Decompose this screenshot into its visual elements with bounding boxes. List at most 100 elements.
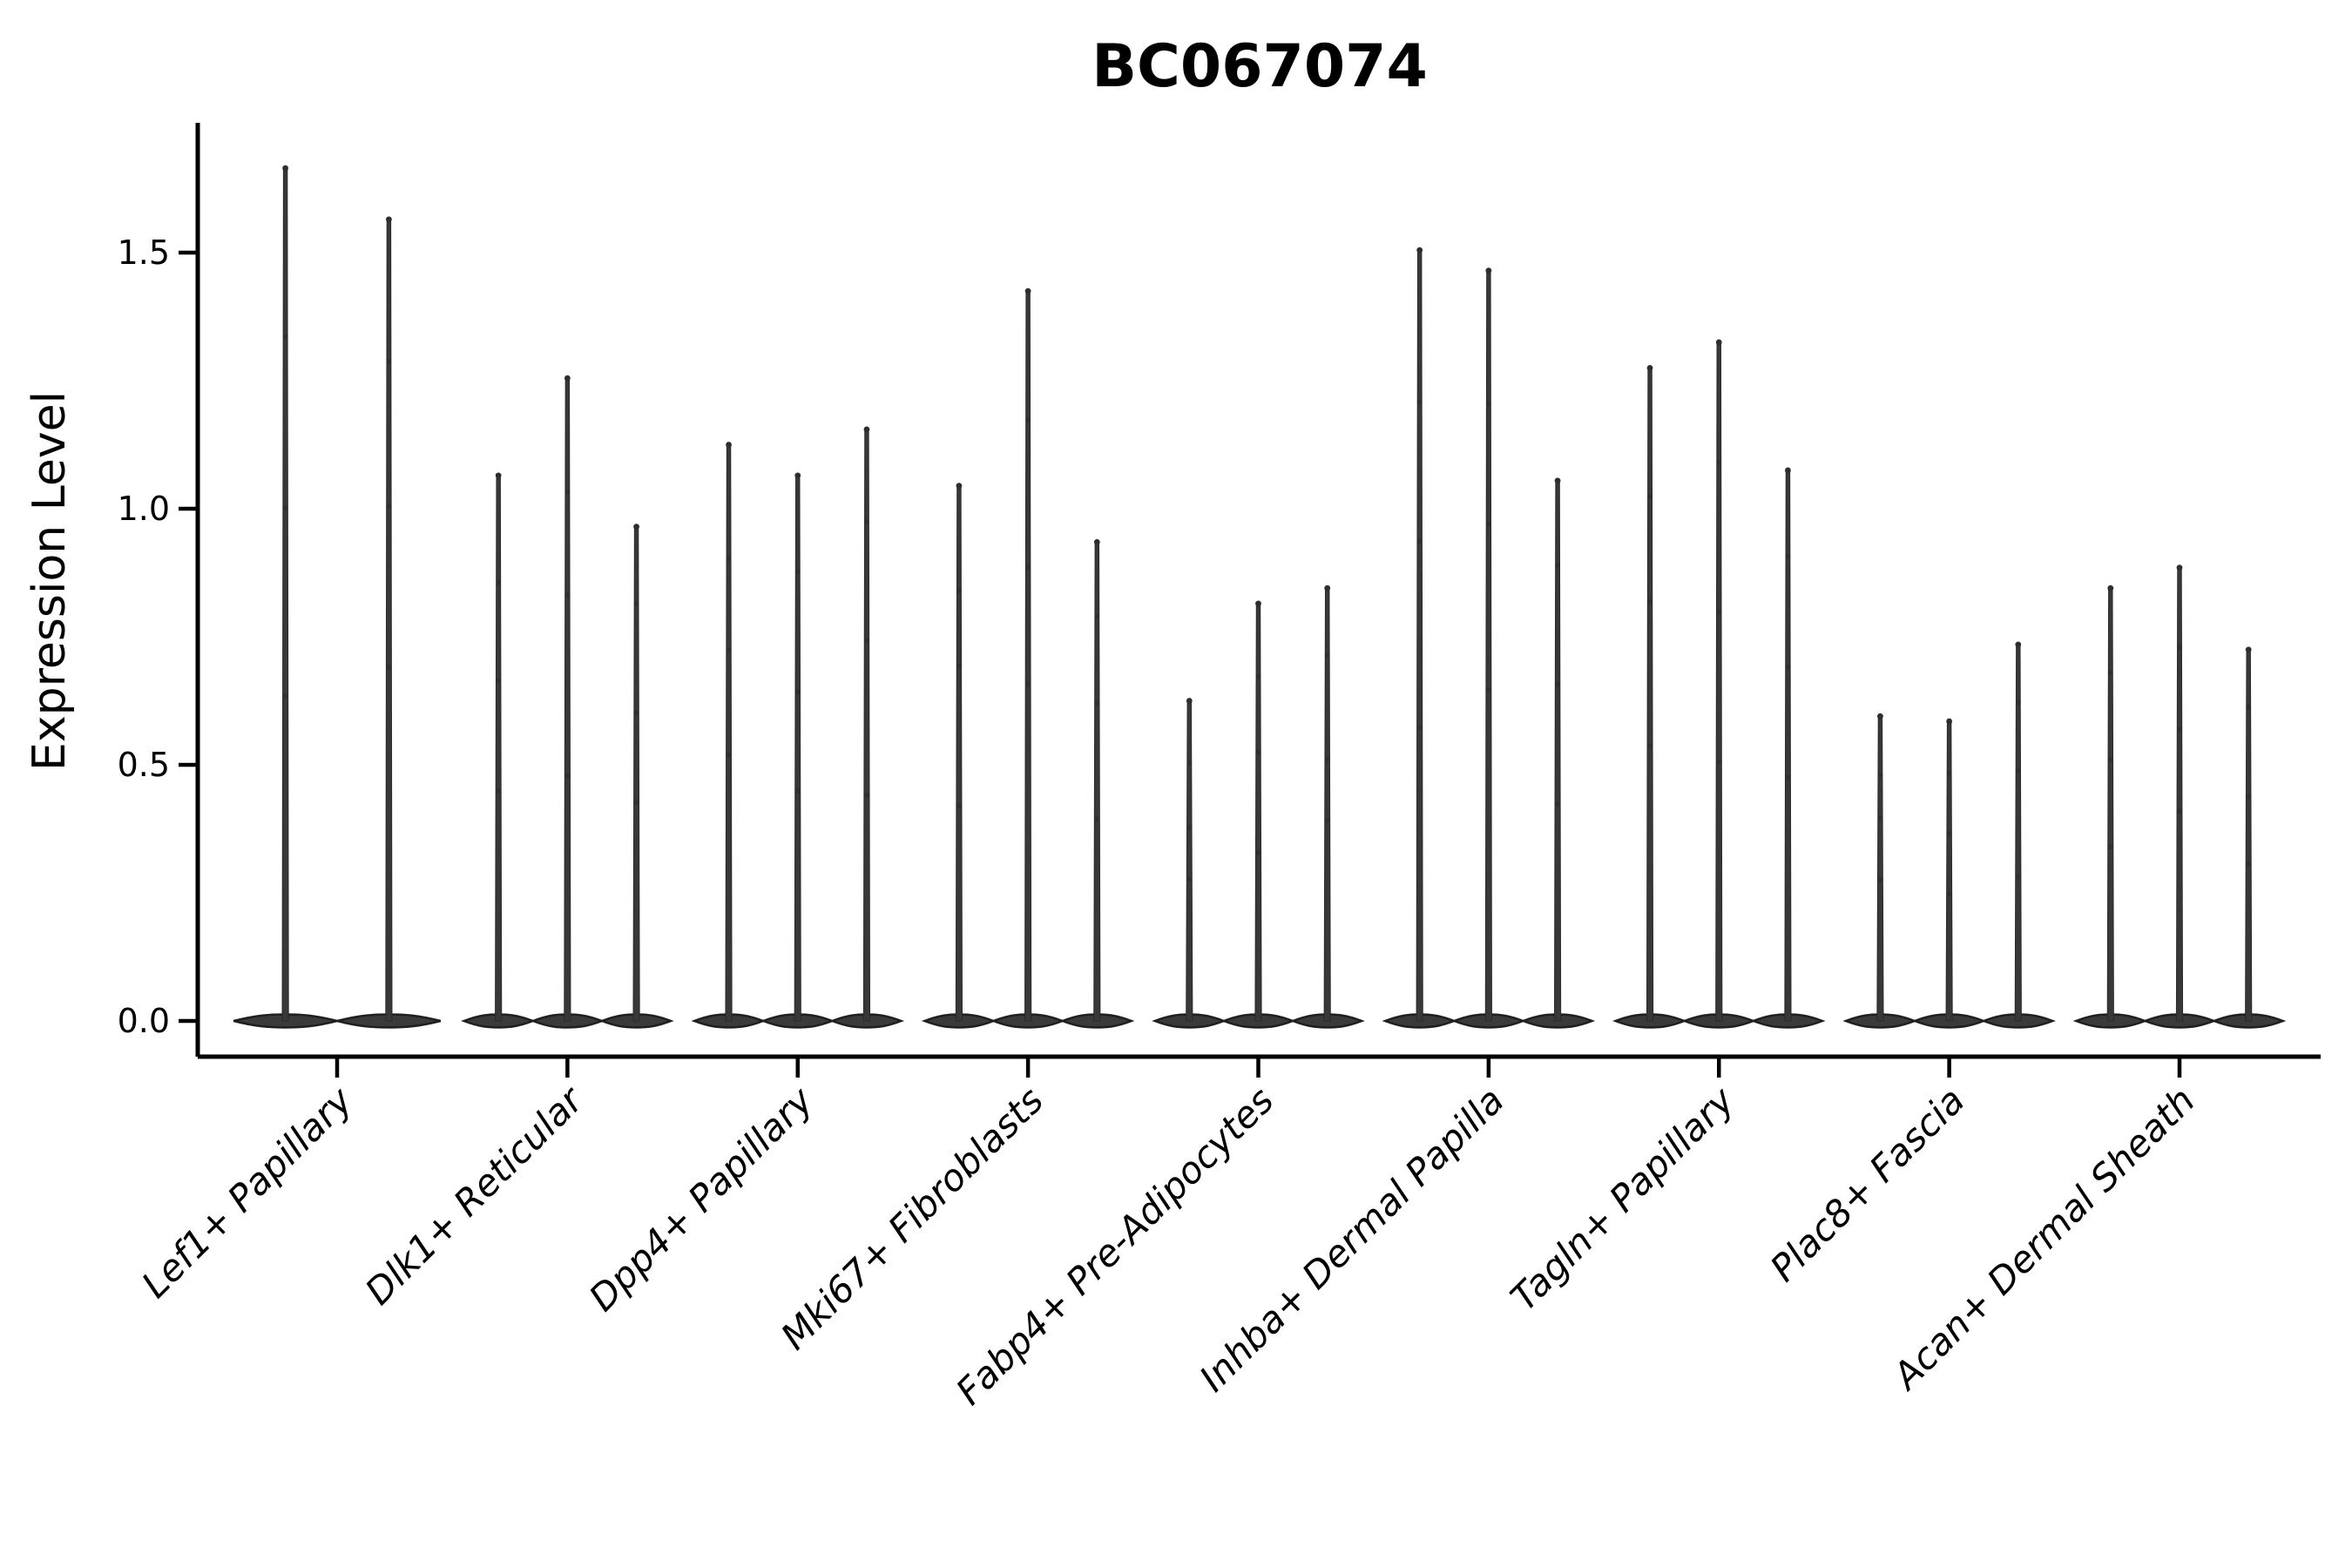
violin-point [1485, 686, 1491, 693]
violin-top-point [633, 524, 639, 531]
violin-point [1946, 831, 1952, 836]
violin-point [1716, 759, 1722, 765]
violin-point [1025, 564, 1031, 570]
violin-point [726, 555, 732, 561]
violin-spike [495, 472, 503, 1022]
violin-point [794, 787, 801, 794]
violin [1911, 718, 1987, 1029]
violin-top-point [726, 442, 732, 448]
violin-point [1555, 562, 1560, 568]
y-axis: 0.0 0.5 1.0 1.5 [118, 233, 198, 1040]
violin [2072, 585, 2148, 1029]
violin-point [2246, 794, 2252, 800]
violin [990, 287, 1066, 1029]
violin-spike [2106, 585, 2114, 1022]
violin-top-point [282, 165, 288, 172]
violin [336, 216, 442, 1029]
violin-point [1186, 760, 1193, 766]
violin-point [1877, 772, 1883, 778]
violin-point [1785, 774, 1791, 781]
violin-spike [955, 483, 963, 1022]
violin-spike [1186, 698, 1193, 1022]
violin-point [1094, 613, 1100, 619]
violin-top-point [495, 472, 502, 479]
violin-point [1946, 770, 1952, 776]
violin [691, 442, 767, 1029]
violin-spike [1945, 719, 1953, 1022]
violin-point [864, 638, 869, 644]
violin-group [1612, 339, 1826, 1029]
violin-point [1485, 521, 1491, 527]
violin-point [2015, 767, 2021, 774]
violin-point [1555, 801, 1560, 807]
y-tick-label: 1.0 [118, 490, 170, 528]
violin-top-point [863, 426, 870, 433]
violin [1750, 467, 1826, 1029]
violin [1681, 339, 1757, 1029]
violin-spike [385, 216, 393, 1022]
violin-point [1255, 673, 1261, 679]
y-tick-label: 0.5 [118, 746, 170, 784]
violin-spike [1484, 267, 1492, 1022]
violin-spike [862, 426, 871, 1022]
violin-group [691, 426, 905, 1029]
violin-top-point [1946, 718, 1953, 725]
violin-group [1842, 641, 2056, 1029]
violin-point [633, 800, 639, 805]
violin-point [1094, 700, 1100, 706]
violin-top-point [1554, 477, 1561, 484]
violin-spike [1784, 467, 1792, 1022]
y-tick-label: 0.0 [118, 1002, 170, 1040]
violin-point [1485, 401, 1491, 407]
violin-group [2072, 564, 2287, 1029]
violin-top-point [1093, 538, 1100, 545]
violin [1152, 698, 1227, 1029]
violin-point [282, 504, 288, 510]
violin-point [2246, 704, 2252, 710]
violin-spike [281, 166, 289, 1022]
chart-title: BC067074 [1092, 32, 1428, 101]
violin-point [386, 504, 392, 510]
violin-point [564, 592, 571, 598]
violin-point [1025, 417, 1031, 423]
violin [2141, 564, 2218, 1029]
violin-spike [1646, 365, 1654, 1022]
violin-point [1647, 742, 1652, 748]
violin-point [2015, 700, 2021, 706]
violin-point [956, 663, 962, 669]
violin-point [496, 787, 502, 794]
violin [1980, 641, 2056, 1029]
y-tick-label: 1.5 [118, 233, 170, 272]
violin-top-point [1715, 339, 1722, 346]
violin-point [564, 773, 571, 779]
violin-point [1785, 553, 1791, 559]
violin-point [1647, 493, 1652, 499]
violin-point [726, 752, 732, 758]
violin-point [2107, 844, 2113, 849]
violin [828, 426, 905, 1029]
violin-top-point [1024, 287, 1031, 294]
violin-point [386, 664, 392, 670]
violin-point [1416, 399, 1423, 405]
violin-point [496, 579, 502, 585]
violin-point [1324, 818, 1330, 823]
violin-top-point [1646, 364, 1653, 371]
violin-spike [1416, 247, 1423, 1022]
violin-top-point [564, 375, 571, 382]
violin-top-point [2015, 641, 2022, 648]
violin-point [1946, 891, 1952, 897]
violin-group [233, 165, 442, 1029]
violin-spike [1715, 339, 1723, 1022]
violin-point [1877, 815, 1883, 821]
violin-spike [2245, 646, 2253, 1022]
violin-point [2246, 861, 2252, 867]
violin [598, 524, 674, 1029]
violins-layer [233, 165, 2287, 1029]
violin-point [864, 519, 869, 524]
violin-point [956, 803, 962, 808]
violin-point [1716, 459, 1722, 465]
violin-top-point [1416, 247, 1423, 253]
violin-point [1324, 652, 1330, 659]
violin-point [1877, 876, 1883, 882]
